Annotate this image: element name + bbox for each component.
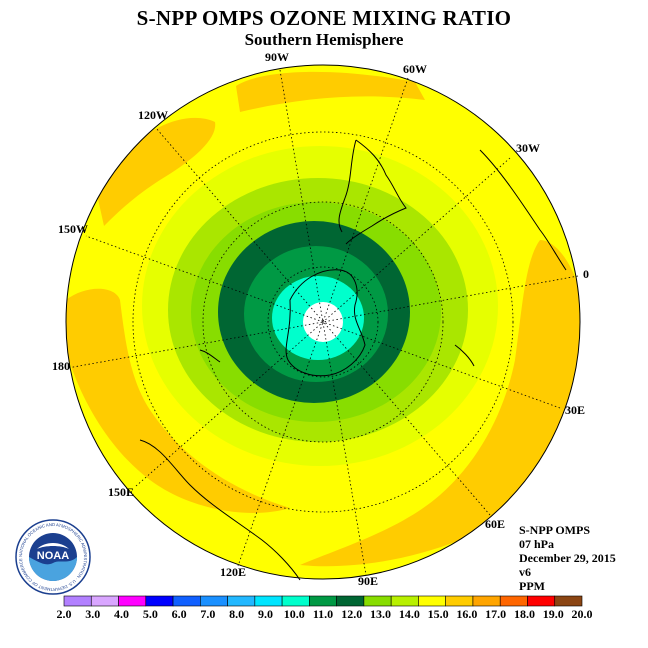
colorbar-swatch	[336, 595, 365, 607]
colorbar-swatch	[390, 595, 419, 607]
colorbar-swatch	[63, 595, 92, 607]
colorbar-tick-label: 2.0	[57, 607, 72, 621]
colorbar-swatch	[227, 595, 256, 607]
colorbar-swatches	[63, 595, 583, 607]
meridian-60e-120w	[155, 127, 491, 516]
logo-text: NOAA	[37, 550, 69, 562]
colorbar-tick-label: 13.0	[370, 607, 391, 621]
colorbar-tick-label: 4.0	[114, 607, 129, 621]
colorbar-tick-label: 19.0	[543, 607, 564, 621]
colorbar-swatch	[363, 595, 392, 607]
info-instrument: S-NPP OMPS	[519, 523, 590, 537]
colorbar-labels: 2.0 3.0 4.0 5.0 6.0 7.0 8.0 9.0 10.0 11.0 12.0 13.0…	[57, 607, 593, 621]
graticule	[67, 69, 579, 576]
latitude-circle-outer	[132, 131, 514, 513]
colorbar-swatch	[554, 595, 583, 607]
latitude-circle-inner	[267, 266, 379, 378]
south-america-coast	[338, 139, 407, 245]
lon-label-120w: 120W	[138, 108, 168, 122]
colorbar-swatch	[418, 595, 446, 607]
lon-label-60w: 60W	[403, 62, 427, 76]
madagascar-coast	[454, 344, 475, 367]
orange-band-top	[236, 71, 425, 112]
colorbar-tick-label: 18.0	[514, 607, 535, 621]
colorbar-swatch	[200, 595, 228, 607]
colorbar-swatch	[172, 595, 201, 607]
colorbar-tick-label: 17.0	[485, 607, 506, 621]
colorbar-tick-label: 9.0	[258, 607, 273, 621]
colorbar-tick-label: 15.0	[428, 607, 449, 621]
colorbar-swatch	[499, 595, 528, 607]
colorbar-tick-label: 3.0	[85, 607, 100, 621]
lon-label-150w: 150W	[58, 222, 88, 236]
meridian-30e-150w	[85, 235, 561, 409]
map-border	[65, 64, 581, 580]
noaa-logo: NATIONAL OCEANIC AND ATMOSPHERIC ADMINIS…	[15, 519, 91, 595]
colorbar-swatch	[118, 595, 147, 607]
info-version: v6	[519, 565, 531, 579]
info-pressure: 07 hPa	[519, 537, 555, 551]
longitude-labels: 90W 60W 30W 0 30E 60E 90E 120E 150E 180 …	[52, 50, 589, 588]
colorbar-swatch	[254, 595, 283, 607]
orange-band-left	[66, 288, 290, 513]
colorbar-swatch	[145, 595, 174, 607]
lon-label-30w: 30W	[516, 141, 540, 155]
colorbar-tick-label: 7.0	[200, 607, 215, 621]
new-zealand-coast	[199, 349, 221, 363]
lon-label-0: 0	[583, 267, 589, 281]
lon-label-90w: 90W	[265, 50, 289, 64]
lon-label-150e: 150E	[108, 485, 134, 499]
colorbar-tick-label: 11.0	[313, 607, 333, 621]
colorbar-swatch	[445, 595, 474, 607]
colorbar-swatch	[90, 595, 119, 607]
lon-label-120e: 120E	[220, 565, 246, 579]
info-date: December 29, 2015	[519, 551, 616, 565]
colorbar-swatch	[472, 595, 501, 607]
lon-label-30e: 30E	[565, 403, 585, 417]
ozone-field	[66, 65, 580, 579]
lon-label-90e: 90E	[358, 574, 378, 588]
orange-band-right	[300, 240, 580, 567]
info-units: PPM	[519, 579, 545, 593]
africa-coast	[479, 149, 567, 271]
colorbar-tick-label: 14.0	[399, 607, 420, 621]
colorbar-tick-label: 12.0	[341, 607, 362, 621]
colorbar-tick-label: 8.0	[229, 607, 244, 621]
colorbar-swatch	[309, 595, 337, 607]
lon-label-60e: 60E	[485, 517, 505, 531]
latitude-circle-middle	[202, 201, 444, 443]
colorbar-tick-label: 20.0	[572, 607, 593, 621]
main-title: S-NPP OMPS OZONE MIXING RATIO	[136, 6, 512, 30]
lon-label-180: 180	[52, 359, 70, 373]
orange-band-upper-left	[96, 117, 216, 226]
colorbar-tick-label: 10.0	[284, 607, 305, 621]
colorbar-tick-label: 16.0	[456, 607, 477, 621]
colorbar-tick-label: 5.0	[143, 607, 158, 621]
info-block: S-NPP OMPS 07 hPa December 29, 2015 v6 P…	[519, 523, 616, 593]
sub-title: Southern Hemisphere	[244, 30, 404, 49]
colorbar-swatch	[281, 595, 310, 607]
colorbar-tick-label: 6.0	[172, 607, 187, 621]
colorbar-swatch	[527, 595, 556, 607]
